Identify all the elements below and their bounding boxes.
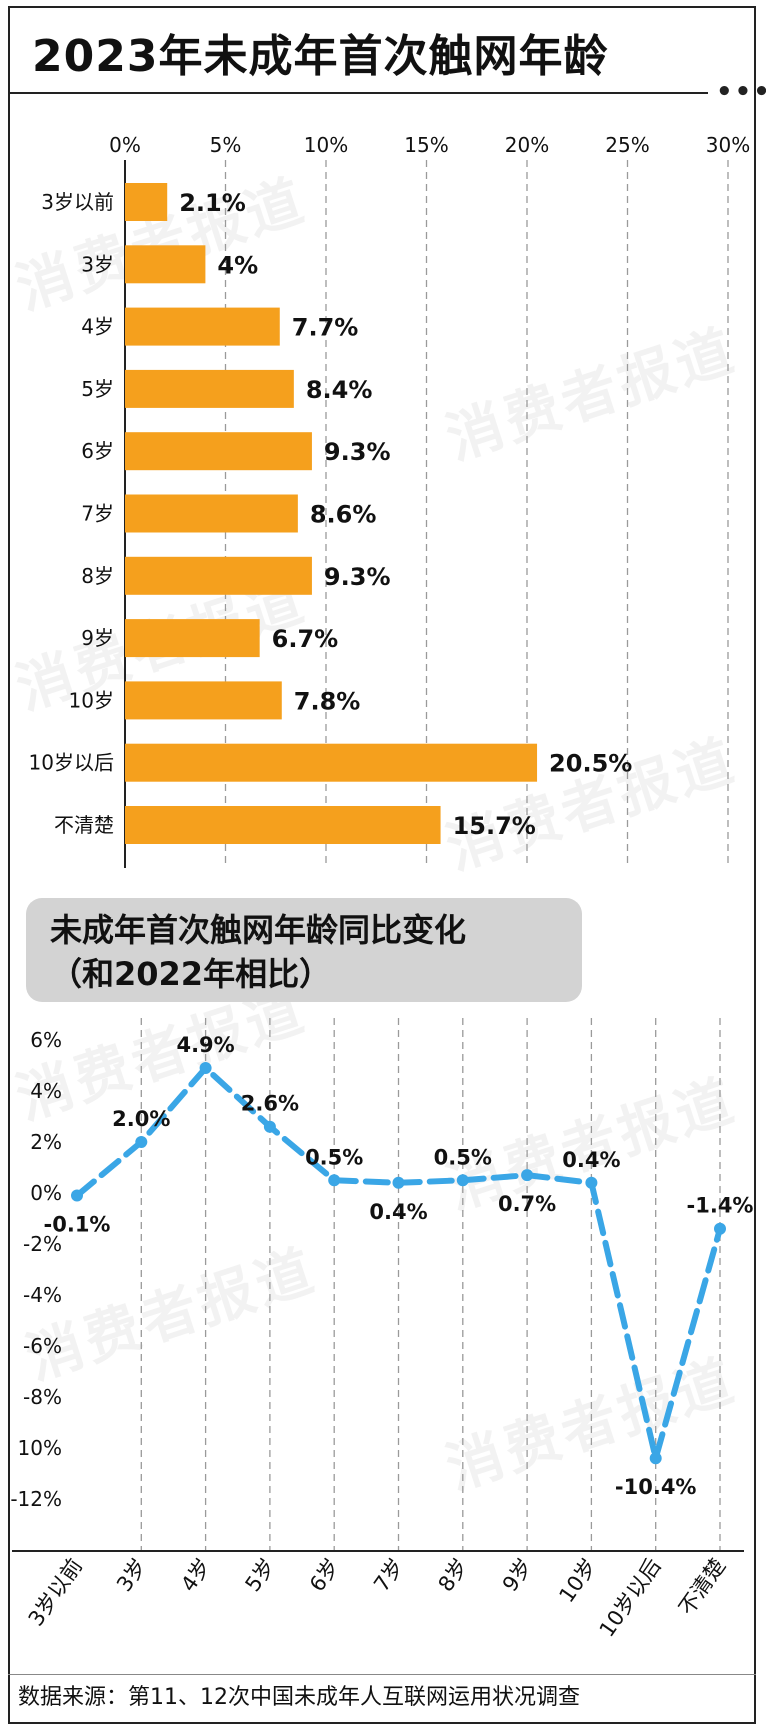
bar-value-label: 15.7% — [453, 812, 536, 840]
data-point — [135, 1136, 148, 1148]
footer-divider — [8, 1674, 756, 1675]
bar — [125, 806, 441, 844]
x-tick-label: 10岁以后 — [595, 1554, 666, 1641]
x-tick-label: 10% — [304, 133, 348, 157]
y-tick-label: 6岁 — [81, 439, 114, 463]
bar — [125, 619, 260, 658]
x-tick-label: 3岁以前 — [24, 1554, 87, 1630]
y-tick-label: 0% — [30, 1181, 62, 1205]
y-tick-label: -8% — [23, 1385, 62, 1409]
data-point — [521, 1169, 534, 1182]
x-tick-label: 20% — [505, 133, 549, 157]
page-title: 2023年未成年首次触网年龄 — [32, 31, 609, 82]
x-tick-label: 0% — [109, 133, 141, 157]
data-point — [263, 1120, 276, 1133]
bar — [125, 681, 282, 720]
x-tick-label: 7岁 — [369, 1554, 408, 1596]
point-value-label: 0.7% — [498, 1192, 556, 1216]
bar-value-label: 8.4% — [306, 376, 373, 404]
y-tick-label: 7岁 — [81, 502, 114, 526]
point-value-label: 0.4% — [369, 1200, 427, 1224]
bar-value-label: 8.6% — [310, 501, 377, 529]
bar-value-label: 6.7% — [272, 625, 339, 653]
point-value-label: 2.0% — [112, 1107, 170, 1131]
point-value-label: -0.1% — [44, 1213, 111, 1237]
y-tick-label: 6% — [30, 1028, 62, 1052]
y-tick-label: -2% — [23, 1232, 62, 1256]
y-tick-label: 4岁 — [81, 315, 114, 339]
data-point — [456, 1174, 469, 1187]
y-tick-label: 3岁 — [81, 252, 114, 276]
data-point — [199, 1062, 212, 1075]
x-tick-label: 6岁 — [305, 1554, 344, 1596]
subtitle-box — [26, 898, 582, 1002]
bar — [125, 743, 538, 782]
x-tick-label: 9岁 — [498, 1554, 537, 1596]
chart-frame — [8, 6, 756, 1724]
x-tick-label: 30% — [706, 133, 750, 157]
y-tick-label: 8岁 — [81, 564, 114, 588]
x-tick-label: 15% — [404, 133, 448, 157]
x-tick-label: 5% — [210, 133, 242, 157]
point-value-label: 0.4% — [562, 1148, 620, 1172]
bar-value-label: 7.8% — [294, 687, 361, 715]
y-tick-label: 9岁 — [81, 626, 114, 650]
data-point — [714, 1222, 726, 1235]
point-value-label: 4.9% — [176, 1033, 234, 1057]
bar-value-label: 7.7% — [292, 314, 359, 342]
bar-value-label: 2.1% — [179, 189, 246, 217]
point-value-label: 0.5% — [305, 1145, 363, 1169]
y-tick-label: 10岁以后 — [29, 751, 114, 775]
y-tick-label: 10岁 — [69, 688, 114, 712]
y-tick-label: 3岁以前 — [41, 190, 114, 214]
bar — [125, 556, 312, 595]
data-point — [649, 1452, 662, 1465]
bar-value-label: 9.3% — [324, 563, 391, 591]
y-tick-label: 4% — [30, 1079, 62, 1103]
bar — [125, 369, 294, 408]
y-tick-label: -4% — [23, 1283, 62, 1307]
data-point — [71, 1189, 83, 1202]
y-tick-label: 10% — [18, 1436, 62, 1460]
line-chart-title-line2: （和2022年相比） — [50, 955, 332, 993]
y-tick-label: -12% — [10, 1487, 62, 1511]
point-value-label: -1.4% — [687, 1194, 754, 1218]
line-chart-title: 未成年首次触网年龄同比变化 （和2022年相比） — [50, 908, 570, 996]
x-tick-label: 3岁 — [112, 1554, 151, 1596]
x-tick-label: 不清楚 — [674, 1554, 730, 1619]
x-tick-label: 4岁 — [176, 1554, 215, 1596]
bar — [125, 432, 312, 471]
bar — [125, 307, 280, 346]
bar — [125, 245, 206, 284]
bar-chart: 0% 5% 10% 15% 20% 25% 30% 3岁以前 2.1% 3岁 4% 4岁 7.7% 5岁 8… — [29, 133, 750, 868]
bar-value-label: 20.5% — [549, 750, 632, 778]
data-point — [328, 1174, 341, 1187]
point-value-label: 2.6% — [241, 1092, 299, 1116]
bar-value-label: 9.3% — [324, 438, 391, 466]
x-tick-label: 8岁 — [434, 1554, 473, 1596]
data-point — [585, 1176, 598, 1189]
bar — [125, 183, 168, 221]
line-chart-title-line1: 未成年首次触网年龄同比变化 — [50, 911, 467, 949]
y-tick-label: 5岁 — [81, 377, 114, 401]
y-tick-label: 不清楚 — [54, 813, 114, 837]
bar-value-label: 4% — [217, 251, 258, 279]
point-value-label: 0.5% — [434, 1145, 492, 1169]
y-tick-label: -6% — [23, 1334, 62, 1358]
x-tick-label: 5岁 — [241, 1554, 280, 1596]
y-tick-label: 2% — [30, 1130, 62, 1154]
data-point — [392, 1176, 405, 1189]
bar — [125, 494, 298, 533]
footer-source: 数据来源：第11、12次中国未成年人互联网运用状况调查 — [18, 1685, 580, 1710]
x-tick-label: 25% — [605, 133, 649, 157]
title-divider — [8, 92, 708, 94]
point-value-label: -10.4% — [615, 1475, 697, 1499]
x-tick-label: 10岁 — [554, 1554, 601, 1607]
